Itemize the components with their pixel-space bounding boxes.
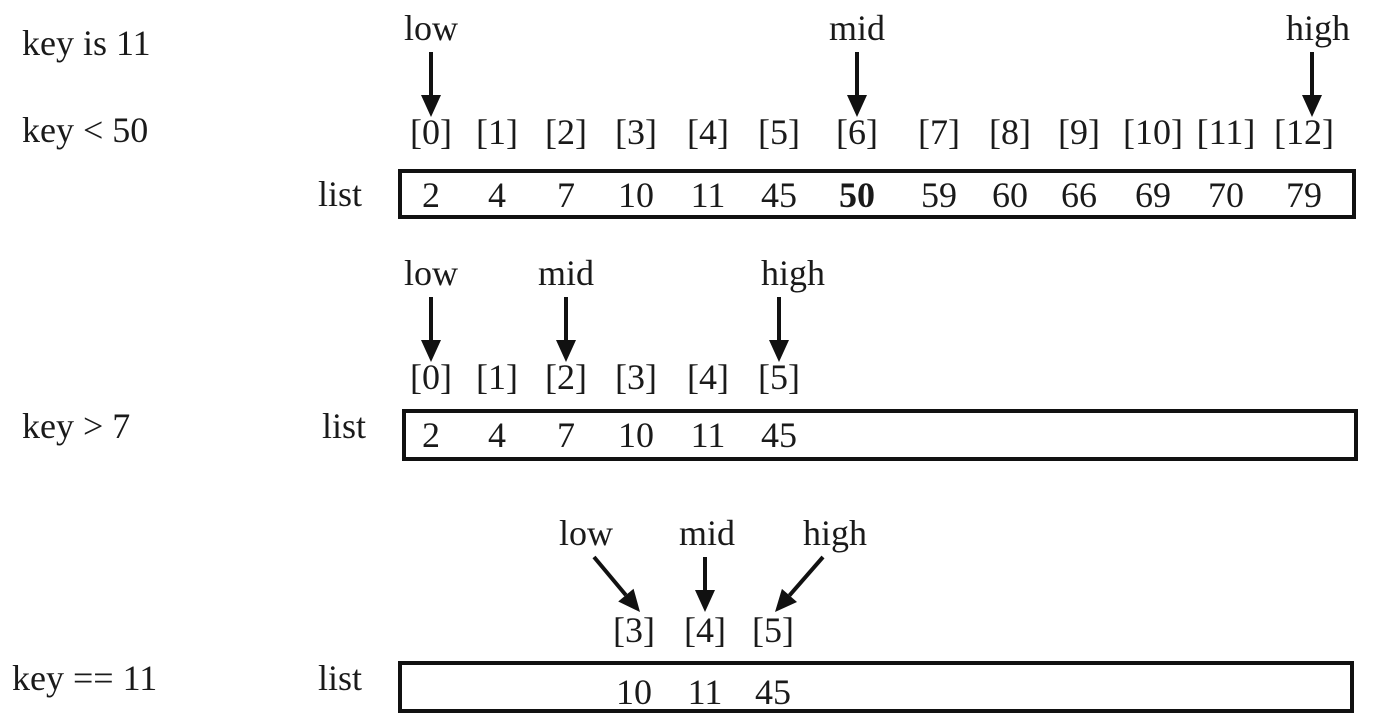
index-label: [3] [613,610,655,650]
index-label: [5] [752,610,794,650]
pointer-low-label: low [404,8,458,48]
pointer-high-label: high [803,513,867,553]
pointer-mid-arrow-icon [847,52,867,117]
list-value: 7 [557,175,575,215]
pointer-mid-label: mid [538,253,594,293]
index-label: [4] [687,112,729,152]
step-1-list-box [398,169,1356,219]
pointer-high-arrow-icon [1302,52,1322,117]
list-value: 50 [839,175,875,215]
index-label: [5] [758,357,800,397]
index-label: [4] [687,357,729,397]
step-3-list-label: list [318,658,362,698]
list-value: 2 [422,175,440,215]
step-2-list-label: list [322,406,366,446]
pointer-high-arrow-icon [769,297,789,362]
index-label: [3] [615,112,657,152]
pointer-mid-label: mid [829,8,885,48]
step-3-list-box [398,661,1354,713]
index-label: [11] [1197,112,1256,152]
list-value: 59 [921,175,957,215]
pointer-low-arrow-icon [421,52,441,117]
pointer-high-arrow-icon [775,555,825,612]
pointer-low-label: low [559,513,613,553]
list-value: 45 [761,175,797,215]
pointer-low-label: low [404,253,458,293]
index-label: [0] [410,357,452,397]
index-label: [2] [545,112,587,152]
list-value: 60 [992,175,1028,215]
list-value: 69 [1135,175,1171,215]
step-3-condition: key == 11 [12,658,157,698]
index-label: [4] [684,610,726,650]
list-value: 4 [488,415,506,455]
pointer-mid-arrow-icon [556,297,576,362]
list-value: 4 [488,175,506,215]
step-3-index-row: [3] [4] [5] [613,610,794,650]
step-2-value-row: 2 4 7 10 11 45 [422,415,797,455]
step-1-list-label: list [318,174,362,214]
index-label: [5] [758,112,800,152]
step-1: key is 11 key < 50 list [0] [1] [2] [3] [4][… [22,8,1356,219]
step-1-value-row: 2 4 7 10 11 45 50 59 60 66 69 70 79 [422,175,1322,215]
step-1-subcondition: key < 50 [22,110,148,150]
list-value: 10 [618,175,654,215]
step-2-condition: key > 7 [22,406,130,446]
step-3: key == 11 list [3] [4] [5] 10 11 45 low mid hi… [12,513,1354,713]
index-label: [1] [476,112,518,152]
index-label: [10] [1123,112,1183,152]
list-value: 45 [761,415,797,455]
list-value: 11 [691,175,726,215]
step-3-value-row: 10 11 45 [616,672,791,712]
pointer-mid-arrow-icon [695,557,715,612]
index-label: [9] [1058,112,1100,152]
step-3-pointers: low mid high [559,513,867,612]
index-label: [8] [989,112,1031,152]
step-2-pointers: low mid high [404,253,825,362]
pointer-low-arrow-icon [421,297,441,362]
step-2: key > 7 list [0] [1] [2] [3] [4] [5] 2 4 7 10 11 4… [22,253,1358,461]
list-value: 10 [616,672,652,712]
index-label: [0] [410,112,452,152]
list-value: 79 [1286,175,1322,215]
list-value: 10 [618,415,654,455]
list-value: 2 [422,415,440,455]
pointer-low-arrow-icon [592,555,640,612]
pointer-high-label: high [761,253,825,293]
step-1-pointers: low mid high [404,8,1350,117]
list-value: 70 [1208,175,1244,215]
index-label: [12] [1274,112,1334,152]
index-label: [1] [476,357,518,397]
step-1-condition: key is 11 [22,23,151,63]
step-1-index-row: [0] [1] [2] [3] [4] [5] [6] [7] [8] [9] [10] [11] [1… [410,112,1334,152]
index-label: [3] [615,357,657,397]
step-2-index-row: [0] [1] [2] [3] [4] [5] [410,357,800,397]
pointer-high-label: high [1286,8,1350,48]
list-value: 11 [688,672,723,712]
step-2-list-box [402,409,1358,461]
index-label: [2] [545,357,587,397]
list-value: 11 [691,415,726,455]
list-value: 7 [557,415,575,455]
pointer-mid-label: mid [679,513,735,553]
list-value: 45 [755,672,791,712]
index-label: [7] [918,112,960,152]
index-label: [6] [836,112,878,152]
list-value: 66 [1061,175,1097,215]
